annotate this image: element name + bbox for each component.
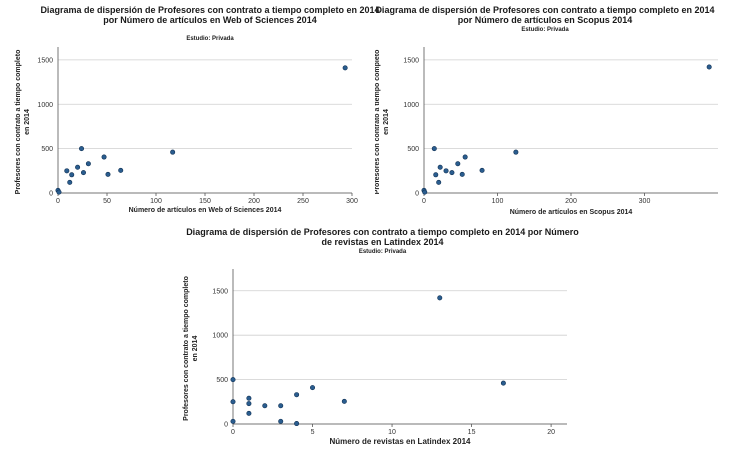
y-tick-label: 1000 (403, 102, 419, 109)
y-axis-label: Profesores con contrato a tiempo complet… (15, 50, 31, 195)
data-point (278, 403, 284, 409)
chart-subtitle: Estudio: Privada (186, 36, 234, 42)
data-point (437, 295, 443, 301)
y-tick-label: 1500 (212, 288, 228, 295)
y-axis-label: Profesores con contrato a tiempo complet… (183, 276, 199, 421)
scatter-chart-latindex: Diagrama de dispersión de Profesores con… (160, 225, 600, 457)
y-tick-label: 1000 (212, 333, 228, 340)
x-tick-label: 100 (150, 198, 162, 205)
data-point (170, 149, 176, 155)
x-tick-label: 200 (248, 198, 260, 205)
data-point (443, 168, 449, 174)
x-tick-label: 150 (199, 198, 211, 205)
data-point (278, 418, 284, 424)
data-point (437, 164, 443, 170)
data-point (101, 154, 107, 160)
data-point (479, 167, 485, 173)
x-axis-label: Número de artículos en Scopus 2014 (510, 209, 633, 216)
y-tick-label: 0 (224, 422, 228, 429)
data-point (105, 171, 111, 177)
data-point (310, 385, 316, 391)
x-tick-label: 0 (231, 429, 235, 436)
x-tick-label: 0 (56, 198, 60, 205)
data-point (459, 171, 465, 177)
data-point (513, 149, 519, 155)
y-tick-label: 1000 (37, 102, 53, 109)
data-point (79, 146, 85, 152)
data-point (67, 179, 73, 185)
data-point (462, 154, 468, 160)
data-point (436, 179, 442, 185)
data-point (69, 172, 75, 178)
y-tick-label: 0 (49, 191, 53, 198)
x-tick-label: 100 (492, 198, 504, 205)
data-point (422, 189, 428, 195)
x-tick-label: 250 (297, 198, 309, 205)
y-tick-label: 500 (216, 377, 228, 384)
data-point (230, 377, 236, 383)
y-tick-label: 1500 (37, 57, 53, 64)
data-point (706, 64, 712, 70)
data-point (500, 380, 506, 386)
scatter-chart-wos: Diagrama de dispersión de Profesores con… (0, 0, 380, 225)
x-tick-label: 0 (422, 198, 426, 205)
data-point (246, 395, 252, 401)
chart-title: Diagrama de dispersión de Profesores con… (375, 5, 715, 25)
chart-plot-area: 0 500 1000 1500 0 50 100 150 200 250 300 Número de … (15, 47, 358, 214)
y-tick-label: 500 (407, 146, 419, 153)
chart-plot-area: 0 500 1000 1500 0 100 200 300 Número de artículo… (375, 47, 718, 216)
chart-subtitle: Estudio: Privada (521, 27, 569, 33)
data-point (455, 161, 461, 167)
y-tick-label: 0 (415, 191, 419, 198)
data-point (294, 392, 300, 398)
data-point (262, 403, 268, 409)
data-point (85, 161, 91, 167)
x-axis-label: Número de artículos en Web of Sciences 2… (129, 207, 282, 214)
chart-title: Diagrama de dispersión de Profesores con… (40, 5, 380, 25)
scatter-chart-scopus: Diagrama de dispersión de Profesores con… (375, 0, 755, 225)
y-tick-label: 1500 (403, 57, 419, 64)
data-point (246, 410, 252, 416)
data-point (230, 418, 236, 424)
data-point (294, 421, 300, 427)
y-axis-label: Profesores con contrato a tiempo complet… (375, 50, 390, 195)
data-point (118, 167, 124, 173)
data-point (431, 146, 437, 152)
data-point (75, 164, 81, 170)
data-point (449, 170, 455, 176)
x-tick-label: 15 (468, 429, 476, 436)
x-tick-label: 10 (388, 429, 396, 436)
chart-subtitle: Estudio: Privada (358, 249, 407, 255)
data-point (246, 401, 252, 407)
data-point (433, 172, 439, 178)
x-tick-label: 20 (547, 429, 555, 436)
x-axis-label: Número de revistas en Latindex 2014 (330, 437, 472, 446)
data-point (80, 170, 86, 176)
x-tick-label: 200 (565, 198, 577, 205)
chart-title: Diagrama de dispersión de Profesores con… (186, 227, 579, 247)
x-tick-label: 5 (311, 429, 315, 436)
data-point (341, 398, 347, 404)
data-point (56, 189, 62, 195)
y-tick-label: 500 (41, 146, 53, 153)
data-point (64, 168, 70, 174)
data-point (342, 65, 348, 71)
x-tick-label: 300 (346, 198, 358, 205)
chart-plot-area: 0 500 1000 1500 0 5 10 15 20 Número de revistas e… (183, 269, 567, 446)
x-tick-label: 50 (103, 198, 111, 205)
x-tick-label: 300 (639, 198, 651, 205)
data-point (230, 399, 236, 405)
